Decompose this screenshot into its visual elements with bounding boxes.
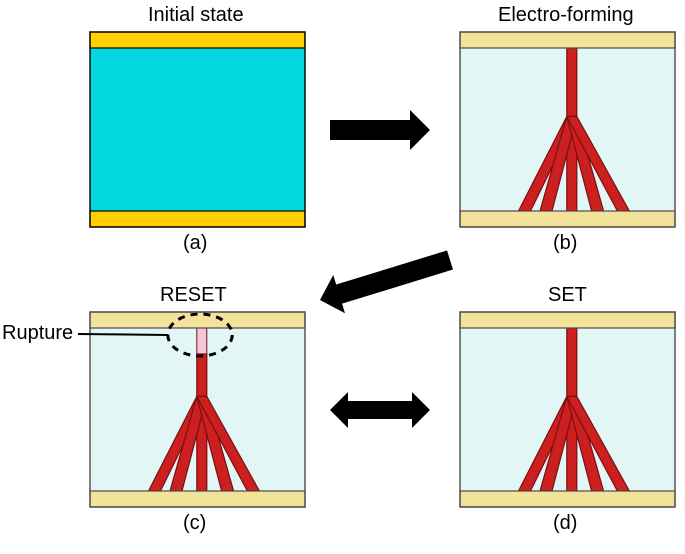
panel-d-tag: (d) xyxy=(553,512,577,535)
diagram-svg xyxy=(0,0,685,554)
panel-b-title: Electro-forming xyxy=(498,4,634,27)
panel-c-tag: (c) xyxy=(183,512,206,535)
panel-b-tag: (b) xyxy=(553,232,577,255)
panel-a-title: Initial state xyxy=(148,4,244,27)
rupture-label: Rupture xyxy=(2,322,73,345)
panel-a-tag: (a) xyxy=(183,232,207,255)
panel-d-title: SET xyxy=(548,284,587,307)
panel-c-title: RESET xyxy=(160,284,227,307)
